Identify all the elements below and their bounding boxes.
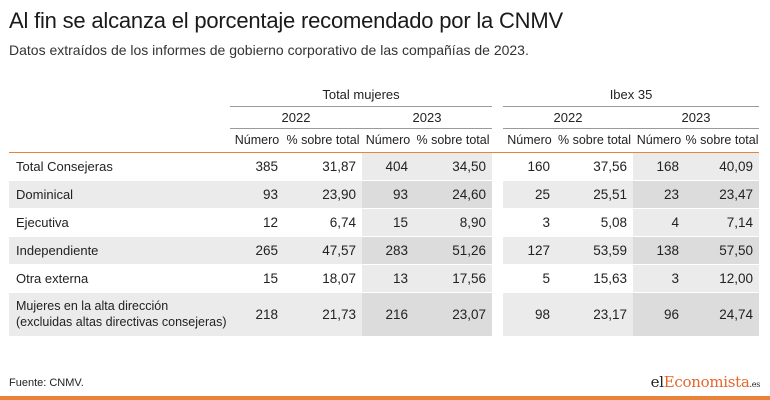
table-row: Dominical 93 23,90 93 24,60 25 25,51 23 … [9,180,760,209]
cell-value: 15 [362,208,414,237]
cell-value: 37,56 [556,152,633,181]
row-label: Independiente [9,236,230,265]
group-header-row: Total mujeres Ibex 35 [9,84,760,107]
cell-value: 160 [503,152,556,181]
cell-value: 6,74 [284,208,362,237]
table-row: Mujeres en la alta dirección (excluidas a… [9,292,760,337]
cell-value: 21,73 [284,292,362,337]
cell-value: 17,56 [414,264,492,293]
column-header-numero: Número [633,128,685,153]
column-header-pct: % sobre total [414,128,492,153]
cell-value: 34,50 [414,152,492,181]
cell-value: 25,51 [556,180,633,209]
table-row: Total Consejeras 385 31,87 404 34,50 160… [9,152,760,181]
cell-value: 23 [633,180,685,209]
cell-value: 51,26 [414,236,492,265]
table-row: Otra externa 15 18,07 13 17,56 5 15,63 3… [9,264,760,293]
bottom-accent-bar [0,396,770,400]
cell-value: 24,60 [414,180,492,209]
cell-value: 15,63 [556,264,633,293]
cell-value: 8,90 [414,208,492,237]
cell-value: 12,00 [685,264,760,293]
cell-value: 40,09 [685,152,760,181]
cell-value: 18,07 [284,264,362,293]
cell-value: 5,08 [556,208,633,237]
row-label-line: (excluidas altas directivas consejeras) [16,315,227,329]
year-header-row: 2022 2023 2022 2023 [9,106,760,129]
row-label-line: Mujeres en la alta dirección [16,299,169,313]
row-label: Ejecutiva [9,208,230,237]
cell-value: 93 [362,180,414,209]
column-header-pct: % sobre total [284,128,362,153]
cell-value: 385 [230,152,284,181]
cell-value: 12 [230,208,284,237]
cell-value: 23,17 [556,292,633,337]
cell-value: 15 [230,264,284,293]
row-label: Total Consejeras [9,152,230,181]
group-header-total: Total mujeres [230,84,492,107]
cell-value: 13 [362,264,414,293]
cell-value: 3 [633,264,685,293]
source-note: Fuente: CNMV. [9,377,84,389]
data-table: Total mujeres Ibex 35 2022 2023 2022 202… [9,84,760,337]
column-header-pct: % sobre total [556,128,633,153]
row-label: Mujeres en la alta dirección (excluidas a… [9,292,230,337]
year-header: 2022 [503,106,633,129]
cell-value: 53,59 [556,236,633,265]
year-header: 2022 [230,106,362,129]
logo-part: el [650,373,664,391]
cell-value: 23,07 [414,292,492,337]
row-label: Dominical [9,180,230,209]
logo-part: Economista [663,373,750,391]
cell-value: 283 [362,236,414,265]
cell-value: 23,47 [685,180,760,209]
cell-value: 98 [503,292,556,337]
cell-value: 404 [362,152,414,181]
cell-value: 168 [633,152,685,181]
year-header: 2023 [633,106,760,129]
cell-value: 93 [230,180,284,209]
cell-value: 218 [230,292,284,337]
column-header-row: Número % sobre total Número % sobre tota… [9,128,760,153]
column-header-numero: Número [503,128,556,153]
cell-value: 7,14 [685,208,760,237]
cell-value: 216 [362,292,414,337]
cell-value: 96 [633,292,685,337]
cell-value: 127 [503,236,556,265]
page-title: Al fin se alcanza el porcentaje recomend… [9,8,563,33]
row-label: Otra externa [9,264,230,293]
cell-value: 24,74 [685,292,760,337]
cell-value: 23,90 [284,180,362,209]
group-header-ibex: Ibex 35 [503,84,760,107]
cell-value: 25 [503,180,556,209]
cell-value: 138 [633,236,685,265]
cell-value: 4 [633,208,685,237]
page-subtitle: Datos extraídos de los informes de gobie… [9,42,529,58]
cell-value: 57,50 [685,236,760,265]
column-header-numero: Número [362,128,414,153]
year-header: 2023 [362,106,492,129]
column-header-pct: % sobre total [685,128,760,153]
logo-part: .es [749,380,761,389]
table-row: Independiente 265 47,57 283 51,26 127 53… [9,236,760,265]
cell-value: 31,87 [284,152,362,181]
cell-value: 47,57 [284,236,362,265]
cell-value: 5 [503,264,556,293]
eleconomista-logo[interactable]: elEconomista.es [650,373,761,391]
column-header-numero: Número [230,128,284,153]
table-row: Ejecutiva 12 6,74 15 8,90 3 5,08 4 7,14 [9,208,760,237]
cell-value: 3 [503,208,556,237]
cell-value: 265 [230,236,284,265]
